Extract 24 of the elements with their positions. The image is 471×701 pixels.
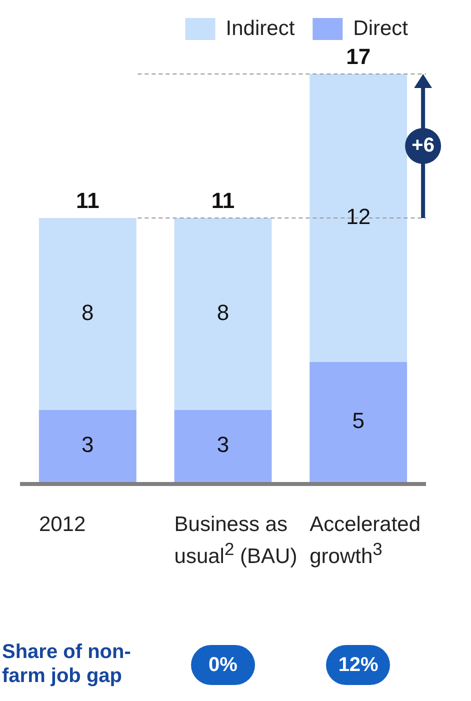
bar xyxy=(310,362,408,482)
legend-label: Indirect xyxy=(226,16,295,40)
data-label: 3 xyxy=(216,432,230,458)
text: 0% xyxy=(191,645,255,685)
total-label: 17 xyxy=(346,44,371,70)
data-label: 8 xyxy=(216,300,230,326)
x-tick-label: Accelerated growth$^{3}$ xyxy=(310,512,422,569)
legend-label: Direct xyxy=(353,16,408,40)
data-label: 5 xyxy=(352,408,364,434)
bar xyxy=(174,410,272,482)
x-tick-label: Business as usual$^{2}$ (BAU) xyxy=(174,513,298,568)
annotation: +6 xyxy=(412,134,434,157)
data-label: 12 xyxy=(346,204,371,230)
bar xyxy=(310,74,408,362)
text: 12% xyxy=(326,645,390,685)
data-label: 8 xyxy=(82,300,94,326)
bar xyxy=(38,410,136,482)
text: Share of non-farm job gap xyxy=(2,640,132,688)
total-label: 11 xyxy=(76,188,100,214)
x-tick-label: 2012 xyxy=(38,513,86,536)
data-label: 3 xyxy=(82,432,94,458)
bar xyxy=(38,218,136,410)
total-label: 11 xyxy=(211,188,235,214)
bar xyxy=(174,218,272,410)
